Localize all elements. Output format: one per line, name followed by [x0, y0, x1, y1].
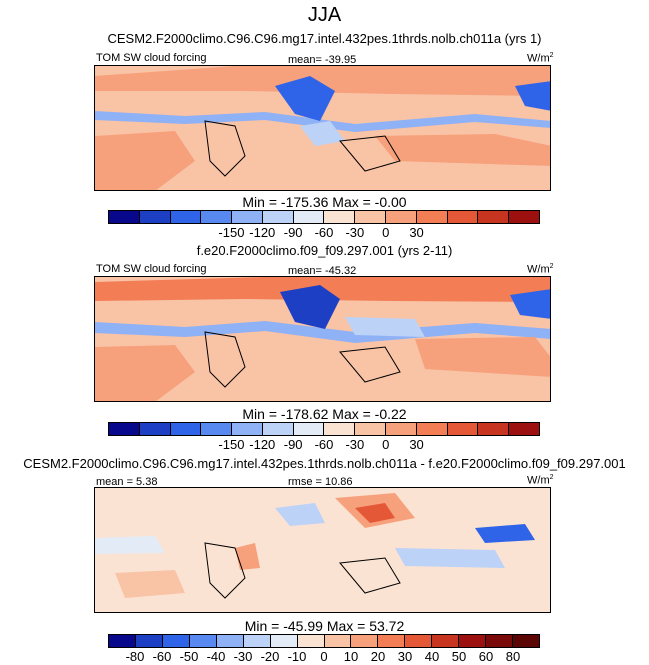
- colorbar-tick-label: -90: [283, 225, 303, 240]
- colorbar-swatch: [509, 211, 539, 223]
- panel-3-colorbar: [108, 634, 540, 648]
- colorbar-swatch: [509, 423, 539, 435]
- panel-3-units: W/m2: [527, 474, 554, 487]
- colorbar-tick-label: -150: [218, 437, 245, 452]
- colorbar-swatch: [386, 423, 417, 435]
- colorbar-swatch: [324, 211, 356, 223]
- colorbar-tick-label: -60: [314, 225, 334, 240]
- panel-3-stats: Min = -45.99 Max = 53.72: [244, 618, 405, 634]
- panel-2-stats: Min = -178.62 Max = -0.22: [242, 406, 407, 422]
- colorbar-swatch: [293, 423, 325, 435]
- panel-2-map-svg: [95, 277, 550, 401]
- panel-1-colorbar: [108, 210, 540, 224]
- panel-2-mean-label: mean= -45.32: [288, 265, 357, 277]
- colorbar-swatch: [478, 423, 510, 435]
- panel-3-map: [94, 487, 551, 613]
- colorbar-tick-label: 30: [409, 437, 424, 452]
- colorbar-swatch: [324, 635, 352, 647]
- colorbar-tick-label: -150: [218, 225, 245, 240]
- colorbar-swatch: [432, 635, 460, 647]
- colorbar-swatch: [170, 423, 202, 435]
- colorbar-tick-label: -60: [152, 649, 172, 664]
- colorbar-swatch: [109, 635, 136, 647]
- colorbar-swatch: [355, 423, 387, 435]
- colorbar-swatch: [270, 635, 298, 647]
- colorbar-swatch: [513, 635, 539, 647]
- colorbar-swatch: [139, 211, 171, 223]
- colorbar-swatch: [262, 211, 294, 223]
- colorbar-tick-label: 30: [409, 225, 424, 240]
- panel-2-left-label: TOM SW cloud forcing: [96, 263, 207, 275]
- colorbar-swatch: [405, 635, 433, 647]
- panel-3-map-svg: [95, 488, 550, 612]
- panel-3-subtitle: CESM2.F2000climo.C96.C96.mg17.intel.432p…: [23, 456, 626, 471]
- colorbar-swatch: [324, 423, 356, 435]
- colorbar-swatch: [109, 423, 140, 435]
- colorbar-swatch: [355, 211, 387, 223]
- colorbar-swatch: [232, 211, 263, 223]
- panel-1-subtitle: CESM2.F2000climo.C96.C96.mg17.intel.432p…: [107, 31, 542, 46]
- colorbar-tick-label: 60: [478, 649, 494, 664]
- colorbar-swatch: [232, 423, 263, 435]
- colorbar-swatch: [478, 211, 510, 223]
- colorbar-tick-label: -120: [249, 437, 276, 452]
- colorbar-tick-label: -80: [125, 649, 145, 664]
- colorbar-tick-label: 0: [382, 437, 390, 452]
- colorbar-swatch: [447, 423, 479, 435]
- colorbar-tick-label: -30: [345, 437, 365, 452]
- colorbar-swatch: [351, 635, 379, 647]
- colorbar-tick-label: 20: [370, 649, 386, 664]
- colorbar-swatch: [459, 635, 487, 647]
- panel-1-map: [94, 65, 551, 191]
- colorbar-swatch: [416, 211, 448, 223]
- colorbar-tick-label: 0: [382, 225, 390, 240]
- colorbar-swatch: [243, 635, 271, 647]
- colorbar-swatch: [201, 211, 233, 223]
- colorbar-swatch: [297, 635, 325, 647]
- colorbar-swatch: [162, 635, 190, 647]
- colorbar-tick-label: 0: [320, 649, 328, 664]
- panel-1-left-label: TOM SW cloud forcing: [96, 52, 207, 64]
- colorbar-swatch: [139, 423, 171, 435]
- colorbar-tick-label: -40: [206, 649, 226, 664]
- colorbar-tick-label: -120: [249, 225, 276, 240]
- panel-3-rmse-label: rmse = 10.86: [288, 476, 353, 488]
- colorbar-swatch: [447, 211, 479, 223]
- colorbar-tick-label: -90: [283, 437, 303, 452]
- colorbar-swatch: [135, 635, 163, 647]
- colorbar-swatch: [386, 211, 417, 223]
- panel-2-map: [94, 276, 551, 402]
- colorbar-swatch: [293, 211, 325, 223]
- colorbar-swatch: [109, 211, 140, 223]
- colorbar-tick-label: 80: [505, 649, 521, 664]
- colorbar-tick-label: -30: [345, 225, 365, 240]
- colorbar-swatch: [201, 423, 233, 435]
- colorbar-tick-label: 10: [343, 649, 359, 664]
- panel-1-units: W/m2: [527, 52, 554, 65]
- colorbar-tick-label: -50: [179, 649, 199, 664]
- panel-3-mean-label: mean = 5.38: [96, 476, 158, 488]
- colorbar-swatch: [378, 635, 406, 647]
- panel-1-map-svg: [95, 66, 550, 190]
- colorbar-swatch: [216, 635, 244, 647]
- panel-2-subtitle: f.e20.F2000climo.f09_f09.297.001 (yrs 2-…: [196, 243, 453, 258]
- colorbar-swatch: [416, 423, 448, 435]
- panel-2-colorbar: [108, 422, 540, 436]
- colorbar-swatch: [486, 635, 514, 647]
- colorbar-tick-label: 40: [424, 649, 440, 664]
- colorbar-swatch: [262, 423, 294, 435]
- figure-title: JJA: [307, 4, 342, 26]
- panel-2-units: W/m2: [527, 263, 554, 276]
- colorbar-tick-label: -30: [233, 649, 253, 664]
- colorbar-swatch: [189, 635, 217, 647]
- colorbar-tick-label: 50: [451, 649, 467, 664]
- colorbar-tick-label: -20: [260, 649, 280, 664]
- colorbar-tick-label: -10: [287, 649, 307, 664]
- colorbar-swatch: [170, 211, 202, 223]
- colorbar-tick-label: -60: [314, 437, 334, 452]
- panel-1-mean-label: mean= -39.95: [288, 54, 357, 66]
- panel-1-stats: Min = -175.36 Max = -0.00: [242, 194, 407, 210]
- colorbar-tick-label: 30: [397, 649, 413, 664]
